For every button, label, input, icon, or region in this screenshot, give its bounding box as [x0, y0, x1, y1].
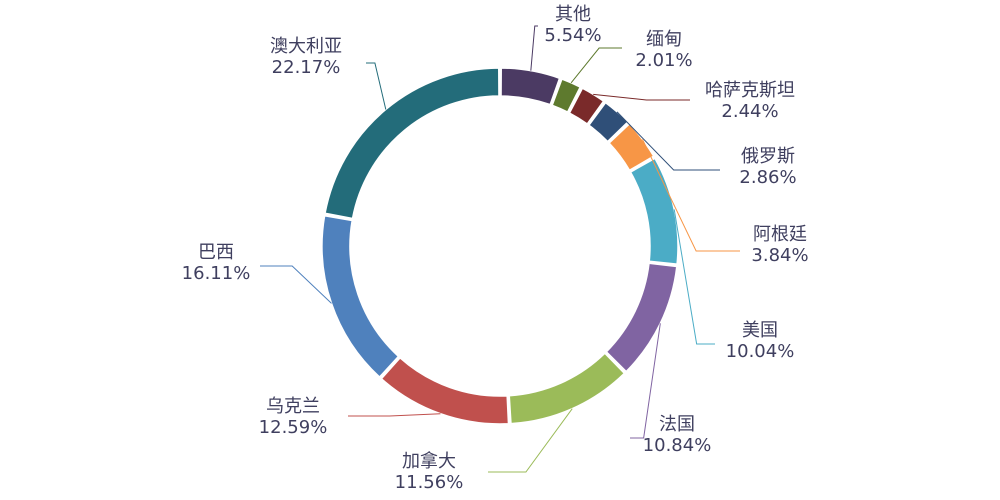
leader-line-2 [570, 47, 622, 84]
slice-label-value-4: 2.86% [739, 167, 796, 188]
leader-line-9 [348, 413, 441, 417]
slice-label-name-3: 哈萨克斯坦 [705, 80, 795, 101]
leader-line-3 [593, 93, 690, 101]
donut-slice-8 [508, 352, 626, 425]
leader-line-10 [260, 265, 332, 304]
slice-label-name-6: 美国 [742, 320, 778, 341]
donut-slice-3 [568, 87, 605, 126]
slice-label-value-5: 3.84% [751, 245, 808, 266]
slice-label-name-5: 阿根廷 [753, 224, 807, 245]
donut-slices [321, 67, 679, 425]
slice-label-name-10: 巴西 [198, 242, 234, 263]
slice-label-value-2: 2.01% [635, 50, 692, 71]
slice-label-value-9: 12.59% [259, 417, 328, 438]
leader-line-11 [366, 62, 387, 110]
leader-line-4 [616, 111, 720, 171]
donut-slice-6 [629, 157, 679, 265]
donut-slice-10 [321, 214, 400, 379]
slice-label-name-9: 乌克兰 [266, 396, 320, 417]
leader-lines [260, 25, 740, 473]
slice-label-value-1: 5.54% [544, 25, 601, 46]
slice-label-name-11: 澳大利亚 [270, 36, 342, 57]
donut-slice-9 [380, 356, 510, 425]
leader-line-6 [673, 209, 715, 345]
donut-slice-11 [324, 67, 500, 220]
leader-line-1 [530, 25, 538, 71]
donut-slice-2 [551, 78, 582, 114]
slice-label-name-2: 缅甸 [646, 29, 682, 50]
donut-slice-4 [587, 101, 629, 143]
leader-line-5 [642, 139, 740, 252]
slice-label-value-3: 2.44% [721, 101, 778, 122]
slice-label-value-11: 22.17% [272, 57, 341, 78]
slice-label-name-1: 其他 [555, 4, 591, 25]
slice-label-value-8: 11.56% [395, 472, 464, 493]
slice-label-name-7: 法国 [659, 414, 695, 435]
slice-label-value-10: 16.11% [182, 263, 251, 284]
slice-label-value-6: 10.04% [726, 341, 795, 362]
slice-label-name-8: 加拿大 [402, 450, 456, 472]
slice-label-value-7: 10.84% [643, 435, 712, 456]
slice-label-name-4: 俄罗斯 [741, 146, 795, 167]
leader-line-8 [488, 408, 573, 473]
donut-slice-7 [605, 262, 678, 373]
leader-line-7 [630, 323, 661, 439]
donut-slice-1 [500, 67, 561, 106]
